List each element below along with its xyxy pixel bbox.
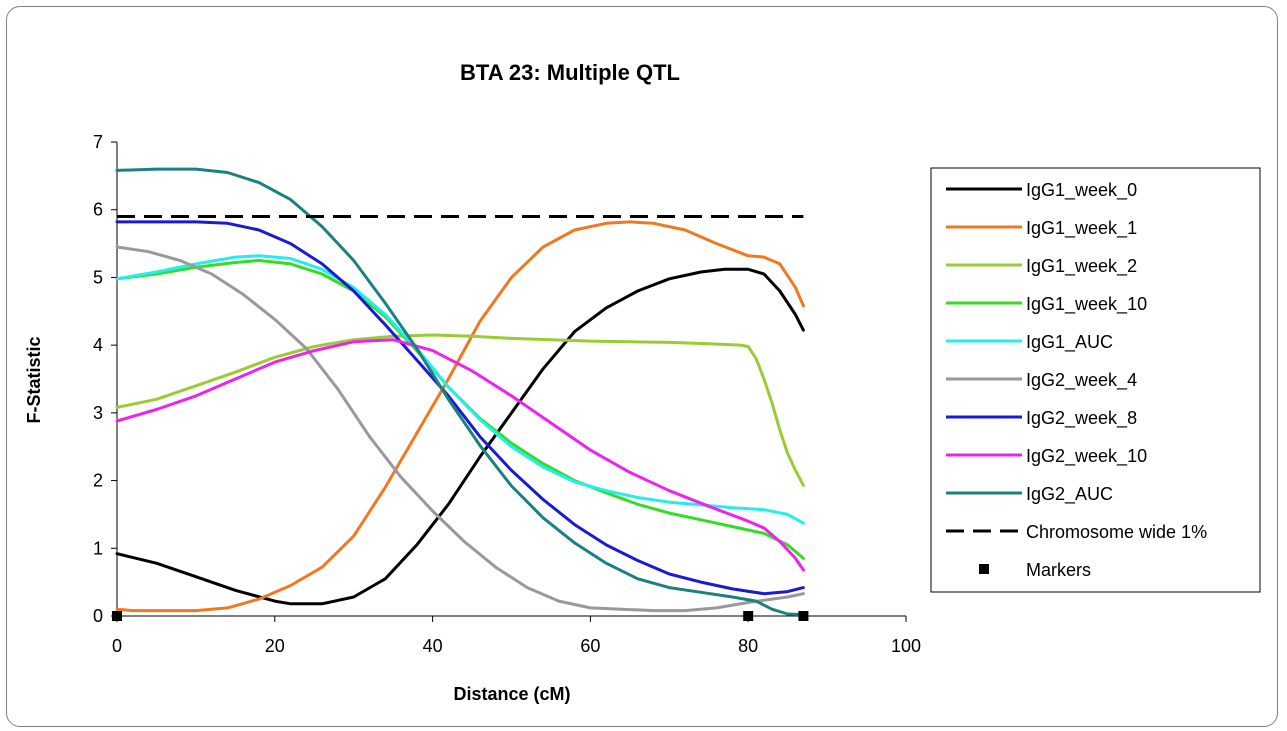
x-tick-label: 100 <box>891 636 921 656</box>
y-axis-title: F-Statistic <box>24 336 44 423</box>
legend-label: IgG2_AUC <box>1026 484 1113 505</box>
marker-point <box>798 611 809 621</box>
marker-point <box>743 611 754 621</box>
chart-title: BTA 23: Multiple QTL <box>460 60 680 85</box>
series-line-igg2-week-4 <box>115 245 805 613</box>
x-tick-label: 60 <box>580 636 600 656</box>
legend-label: IgG2_week_8 <box>1026 408 1137 429</box>
y-tick-label: 1 <box>93 538 103 558</box>
series-line-igg1-week-2 <box>115 333 805 487</box>
series-line-igg1-auc <box>115 254 805 525</box>
y-tick-label: 3 <box>93 403 103 423</box>
legend-label: IgG1_week_10 <box>1026 294 1147 315</box>
y-tick-label: 5 <box>93 267 103 287</box>
legend-label: Markers <box>1026 560 1091 580</box>
legend-label: IgG1_week_2 <box>1026 256 1137 277</box>
x-axis-title: Distance (cM) <box>453 684 570 704</box>
y-tick-label: 2 <box>93 471 103 491</box>
legend-label: IgG2_week_10 <box>1026 446 1147 467</box>
legend-label: IgG1_AUC <box>1026 332 1113 353</box>
y-tick-label: 4 <box>93 335 103 355</box>
y-tick-label: 6 <box>93 200 103 220</box>
series-line-igg2-auc <box>115 167 805 617</box>
y-tick-label: 7 <box>93 132 103 152</box>
series-line-igg1-week-0 <box>115 267 805 606</box>
series-line-igg2-week-10 <box>115 338 805 572</box>
legend-marker-swatch <box>979 564 989 574</box>
series-line-igg2-week-8 <box>115 220 805 596</box>
x-tick-label: 0 <box>112 636 122 656</box>
x-tick-label: 80 <box>738 636 758 656</box>
marker-point <box>112 611 122 621</box>
plot-area: 0 1 2 3 4 5 6 7 0 20 40 60 80 100 <box>93 132 921 656</box>
legend-label: IgG2_week_4 <box>1026 370 1137 391</box>
legend-label: Chromosome wide 1% <box>1026 522 1207 542</box>
x-tick-label: 20 <box>265 636 285 656</box>
legend: IgG1_week_0 IgG1_week_1 IgG1_week_2 IgG1_we… <box>930 167 1261 593</box>
x-tick-label: 40 <box>423 636 443 656</box>
y-tick-label: 0 <box>93 606 103 626</box>
legend-label: IgG1_week_0 <box>1026 180 1137 201</box>
legend-label: IgG1_week_1 <box>1026 218 1137 239</box>
series-line-igg1-week-1 <box>115 220 805 613</box>
